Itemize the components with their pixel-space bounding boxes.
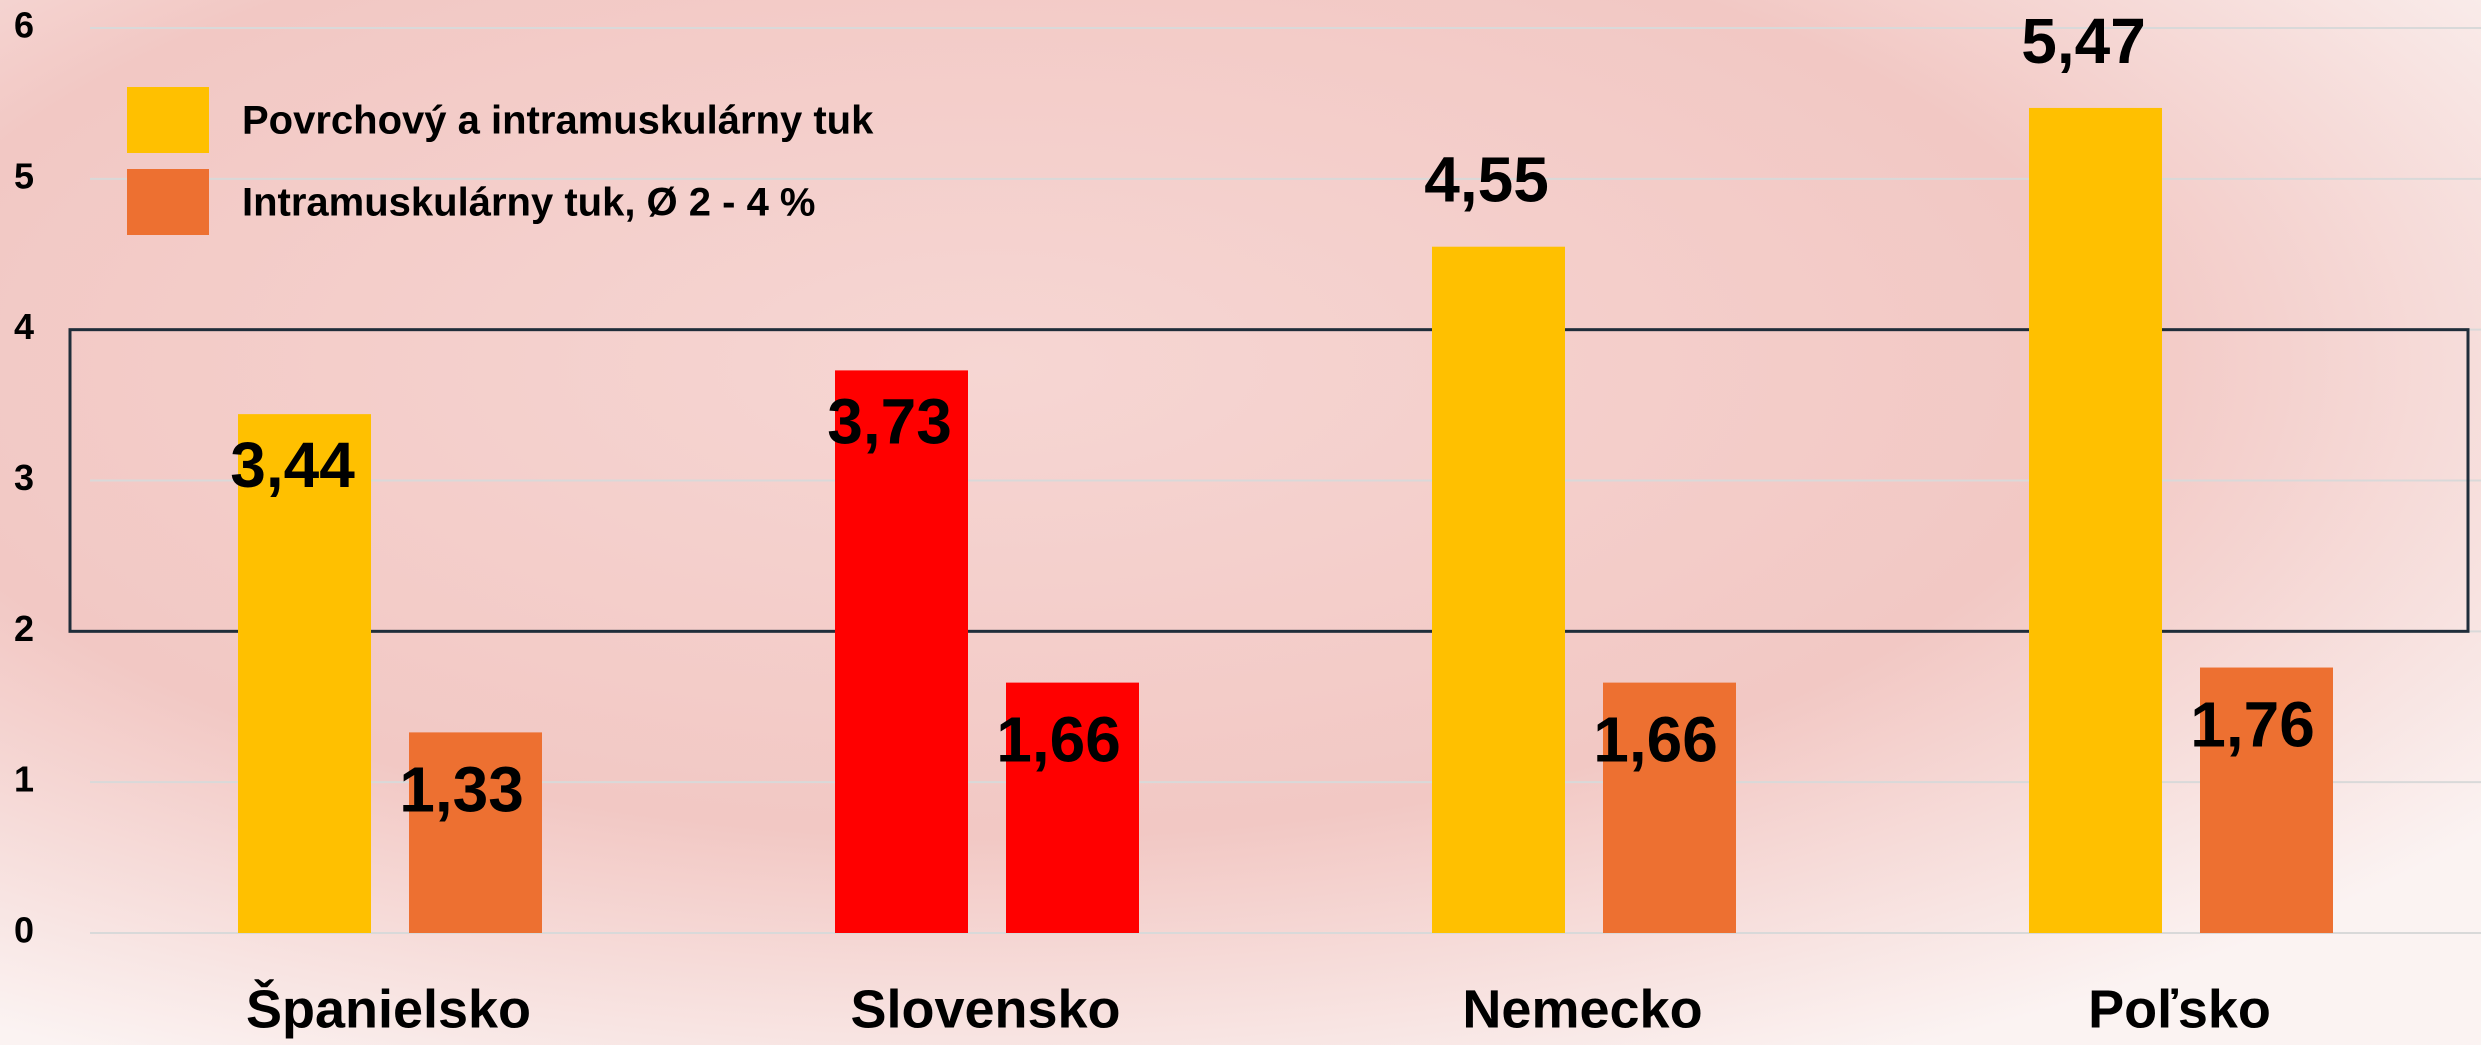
bar [2029,108,2162,933]
x-tick-label: Španielsko [246,978,531,1039]
legend-swatch [127,169,209,235]
data-label: 1,66 [1593,704,1718,776]
x-tick-label: Slovensko [850,979,1120,1039]
y-tick-label: 3 [14,457,34,498]
data-label: 3,73 [827,385,952,457]
legend-label: Intramuskulárny tuk, Ø 2 - 4 % [242,181,816,225]
y-tick-label: 0 [14,910,34,951]
data-label: 1,66 [996,704,1121,776]
data-label: 1,76 [2190,688,2315,760]
data-label: 3,44 [230,429,355,501]
x-tick-label: Nemecko [1462,979,1702,1039]
y-tick-label: 4 [14,306,34,347]
y-tick-label: 1 [14,759,34,800]
legend-label: Povrchový a intramuskulárny tuk [242,99,874,143]
data-label: 1,33 [399,753,524,825]
y-tick-label: 2 [14,608,34,649]
data-label: 4,55 [1424,144,1549,216]
y-tick-label: 6 [14,5,34,46]
bar [1432,247,1565,933]
legend-swatch [127,87,209,153]
chart: 0 1 2 3 4 5 6 Povrchový a intramuskulárny tuk In… [0,0,2481,1045]
data-label: 5,47 [2021,5,2146,77]
y-tick-label: 5 [14,155,34,196]
x-tick-label: Poľsko [2088,979,2271,1039]
